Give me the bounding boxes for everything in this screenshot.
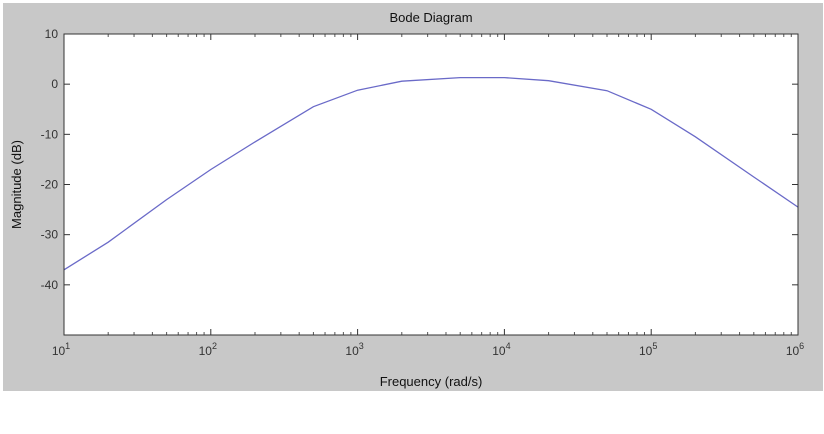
- x-axis-title: Frequency (rad/s): [380, 374, 483, 389]
- chart-title: Bode Diagram: [389, 10, 472, 25]
- magnitude-line: [63, 76, 799, 271]
- y-tick-label: 0: [51, 77, 58, 91]
- y-tick-label: -40: [41, 278, 59, 292]
- x-tick-label: 106: [786, 341, 804, 358]
- x-tick-label: 101: [52, 341, 70, 358]
- y-axis-title: Magnitude (dB): [9, 140, 24, 229]
- x-tick-label: 105: [639, 341, 657, 358]
- plot-area: [64, 34, 798, 335]
- y-tick-label: -30: [41, 228, 59, 242]
- x-tick-label: 102: [199, 341, 217, 358]
- y-tick-label: -20: [41, 178, 59, 192]
- y-tick-label: -10: [41, 127, 59, 141]
- x-tick-label: 104: [492, 341, 510, 358]
- x-tick-label: 103: [345, 341, 363, 358]
- plot-frame: [63, 33, 799, 336]
- y-tick-label: 10: [45, 27, 59, 41]
